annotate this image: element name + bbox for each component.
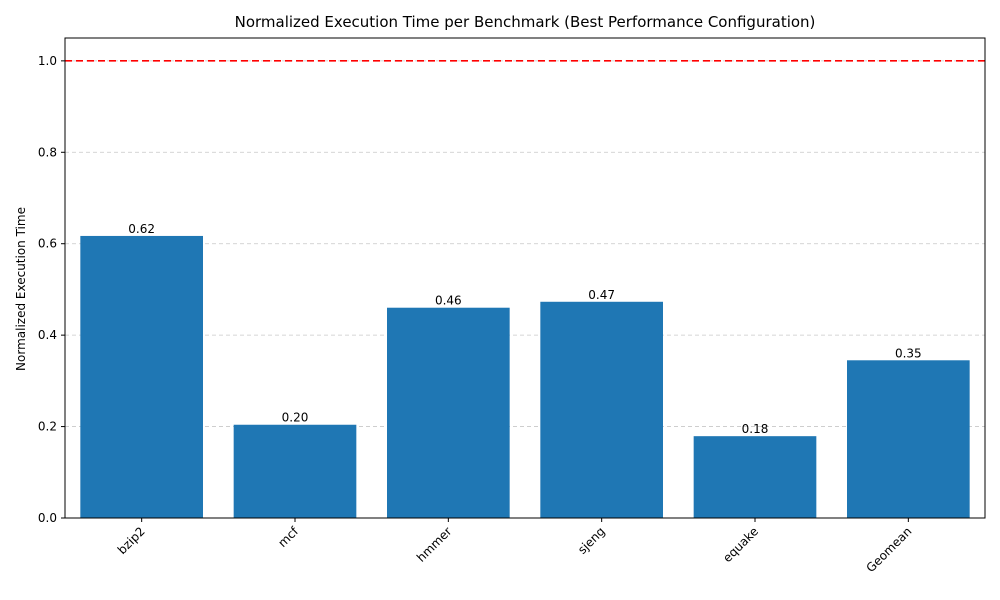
data-label: 0.47 <box>588 288 615 302</box>
x-tick-label: Geomean <box>863 524 914 575</box>
y-tick-label: 0.2 <box>38 420 57 434</box>
x-tick-label: bzip2 <box>115 524 148 557</box>
x-tick-label: hmmer <box>414 524 455 565</box>
bar-equake <box>693 436 817 518</box>
data-label: 0.46 <box>435 294 462 308</box>
chart-title: Normalized Execution Time per Benchmark … <box>235 13 816 31</box>
y-axis-label: Normalized Execution Time <box>14 207 28 371</box>
x-tick-label: mcf <box>275 524 301 550</box>
data-label: 0.62 <box>128 222 155 236</box>
y-axis-ticks: 0.0 0.2 0.4 0.6 0.8 1.0 <box>38 54 65 525</box>
data-label: 0.35 <box>895 346 922 360</box>
y-tick-label: 0.6 <box>38 237 57 251</box>
y-tick-label: 0.8 <box>38 145 57 159</box>
bar-sjeng <box>540 301 663 518</box>
data-labels-group: 0.62 0.20 0.46 0.47 0.18 0.35 <box>128 222 921 436</box>
x-tick-label: equake <box>720 524 761 565</box>
data-label: 0.20 <box>282 411 309 425</box>
bar-bzip2 <box>80 235 203 518</box>
y-tick-label: 0.0 <box>38 511 57 525</box>
x-axis-ticks: bzip2 mcf hmmer sjeng equake Geomean <box>115 518 914 575</box>
bar-hmmer <box>387 307 510 518</box>
data-label: 0.18 <box>742 422 769 436</box>
bar-geomean <box>847 360 970 518</box>
y-tick-label: 1.0 <box>38 54 57 68</box>
bar-mcf <box>233 424 357 518</box>
bars-group <box>80 235 970 518</box>
x-tick-label: sjeng <box>575 524 608 557</box>
plot-frame <box>64 37 986 519</box>
y-tick-label: 0.4 <box>38 328 57 342</box>
